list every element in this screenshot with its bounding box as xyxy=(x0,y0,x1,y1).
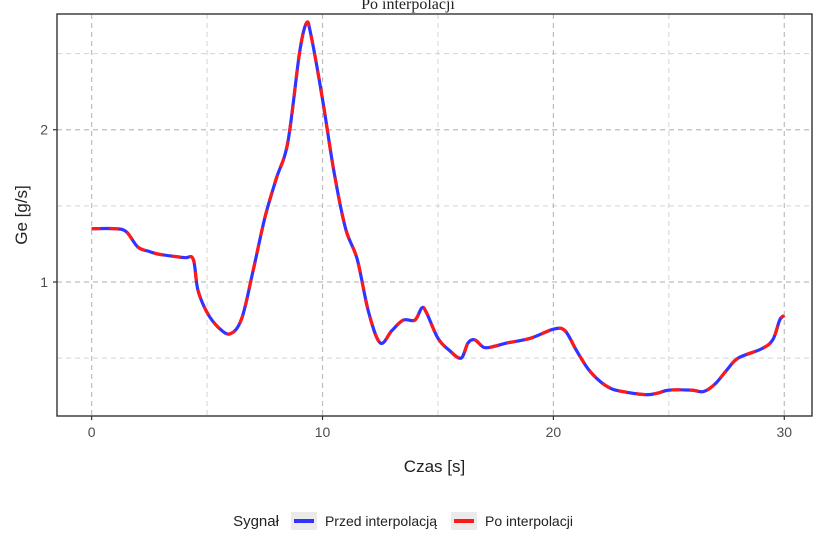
y-axis-title: Ge [g/s] xyxy=(12,185,31,245)
y-tick-label: 1 xyxy=(40,274,48,290)
legend-key-before xyxy=(290,512,317,530)
x-tick-label: 10 xyxy=(315,424,331,440)
legend-label-before: Przed interpolacją xyxy=(324,513,437,529)
legend: Sygnał Przed interpolacją Po interpolacj… xyxy=(0,506,816,536)
y-tick-label: 2 xyxy=(40,122,48,138)
x-axis-title: Czas [s] xyxy=(404,457,465,476)
legend-label-after: Po interpolacji xyxy=(485,513,573,529)
x-tick-label: 30 xyxy=(777,424,793,440)
legend-item-after: Po interpolacji xyxy=(451,512,573,530)
legend-item-before: Przed interpolacją xyxy=(290,512,437,530)
series-line-after xyxy=(91,20,786,397)
line-chart: 0 10 20 30 1 2 Czas [s] Ge [g/s] xyxy=(12,13,813,476)
plot-panel xyxy=(57,14,812,416)
x-tick-label: 20 xyxy=(546,424,562,440)
plot-border xyxy=(56,13,813,417)
chart-title: Po interpolacji xyxy=(361,0,455,13)
legend-title: Sygnał xyxy=(233,512,279,530)
x-tick-label: 0 xyxy=(88,424,96,440)
legend-key-after xyxy=(451,512,477,530)
